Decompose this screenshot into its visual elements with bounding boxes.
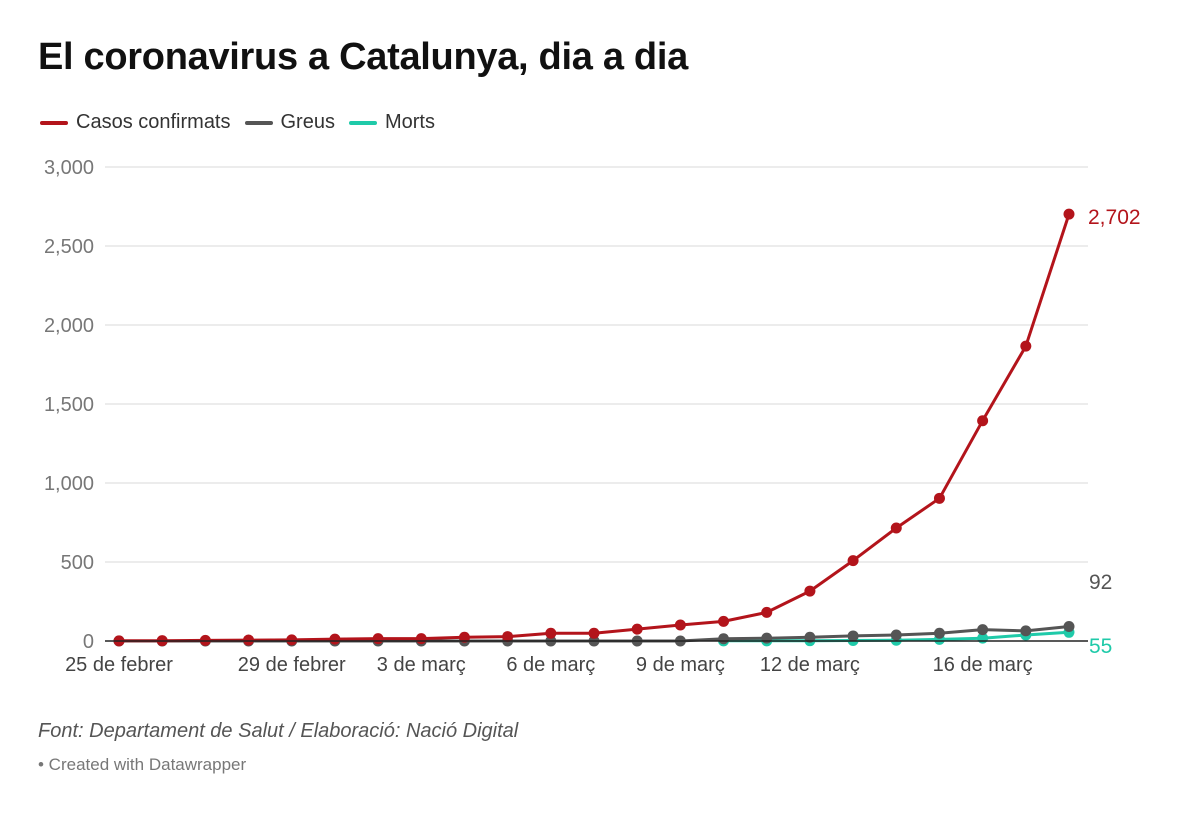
data-point-casos — [415, 633, 427, 645]
legend-swatch-greus — [244, 120, 273, 125]
legend-label-casos: Casos confirmats — [76, 111, 231, 133]
data-point-casos — [890, 522, 902, 534]
legend-swatch-morts — [348, 120, 377, 125]
legend-item-casos: Casos confirmats — [40, 111, 231, 134]
data-point-casos — [458, 631, 470, 643]
data-point-casos — [588, 627, 600, 639]
end-label-casos: 2,702 — [1088, 206, 1141, 229]
data-point-casos — [977, 415, 989, 427]
legend-swatch-casos — [40, 120, 68, 125]
data-point-casos — [545, 627, 557, 639]
legend-label-greus: Greus — [280, 111, 335, 133]
legend-label-morts: Morts — [384, 111, 435, 133]
legend-item-greus: Greus — [244, 111, 335, 134]
data-point-casos — [718, 615, 730, 627]
line-chart: 0 500 1,000 1,500 2,000 2,500 3,000 25 de febre… — [44, 157, 1141, 676]
y-tick-label: 1,000 — [44, 473, 94, 495]
data-point-greus — [718, 633, 730, 645]
data-point-casos — [1063, 208, 1075, 220]
data-point-casos — [502, 631, 514, 643]
y-tick-label: 500 — [61, 552, 94, 574]
end-label-morts: 55 — [1089, 635, 1112, 658]
source-note: Font: Departament de Salut / Elaboració:… — [38, 720, 519, 742]
end-label-greus: 92 — [1089, 571, 1112, 594]
y-tick-label: 2,500 — [44, 236, 94, 258]
y-tick-label: 1,500 — [44, 394, 94, 416]
x-tick-label: 6 de març — [506, 654, 595, 676]
data-point-casos — [1020, 340, 1032, 352]
data-point-greus — [1063, 620, 1075, 632]
y-tick-label: 0 — [83, 631, 94, 653]
data-point-greus — [804, 631, 816, 643]
data-point-casos — [933, 492, 945, 504]
data-point-greus — [890, 629, 902, 641]
credit-note: • Created with Datawrapper — [38, 755, 247, 774]
x-tick-label: 3 de març — [377, 654, 466, 676]
legend: Casos confirmats Greus Morts — [40, 111, 449, 134]
x-tick-label: 29 de febrer — [238, 654, 346, 676]
data-point-greus — [977, 624, 989, 636]
x-tick-label: 12 de març — [760, 654, 860, 676]
data-point-casos — [761, 606, 773, 618]
data-point-casos — [372, 633, 384, 645]
data-point-greus — [933, 627, 945, 639]
x-tick-label: 16 de març — [933, 654, 1033, 676]
data-point-casos — [329, 633, 341, 645]
data-point-casos — [631, 623, 643, 635]
x-tick-label: 25 de febrer — [65, 654, 173, 676]
data-point-casos — [674, 619, 686, 631]
chart-title: El coronavirus a Catalunya, dia a dia — [38, 36, 688, 78]
legend-item-morts: Morts — [348, 111, 435, 134]
data-point-casos — [286, 634, 298, 646]
data-point-casos — [804, 585, 816, 597]
data-point-greus — [847, 630, 859, 642]
y-tick-label: 3,000 — [44, 157, 94, 179]
y-tick-label: 2,000 — [44, 315, 94, 337]
data-point-casos — [847, 555, 859, 567]
data-point-greus — [1020, 625, 1032, 637]
data-point-greus — [761, 632, 773, 644]
x-tick-label: 9 de març — [636, 654, 725, 676]
data-point-casos — [243, 634, 255, 646]
series-line-casos — [118, 213, 1071, 643]
